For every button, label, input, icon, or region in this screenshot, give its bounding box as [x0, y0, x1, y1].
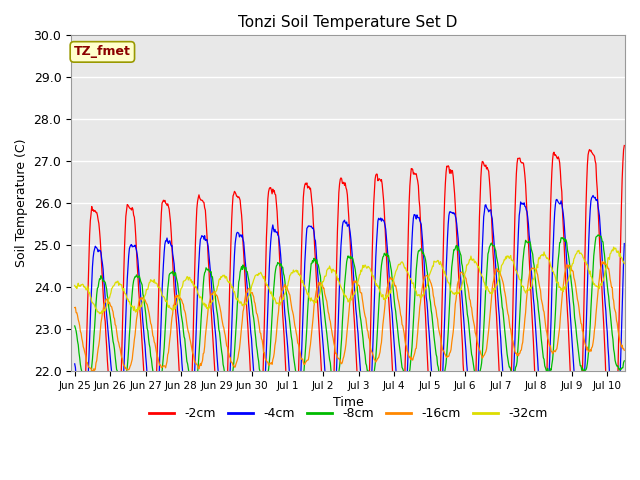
X-axis label: Time: Time	[333, 396, 364, 409]
Title: Tonzi Soil Temperature Set D: Tonzi Soil Temperature Set D	[238, 15, 458, 30]
Text: TZ_fmet: TZ_fmet	[74, 46, 131, 59]
Legend: -2cm, -4cm, -8cm, -16cm, -32cm: -2cm, -4cm, -8cm, -16cm, -32cm	[144, 402, 552, 425]
Y-axis label: Soil Temperature (C): Soil Temperature (C)	[15, 139, 28, 267]
